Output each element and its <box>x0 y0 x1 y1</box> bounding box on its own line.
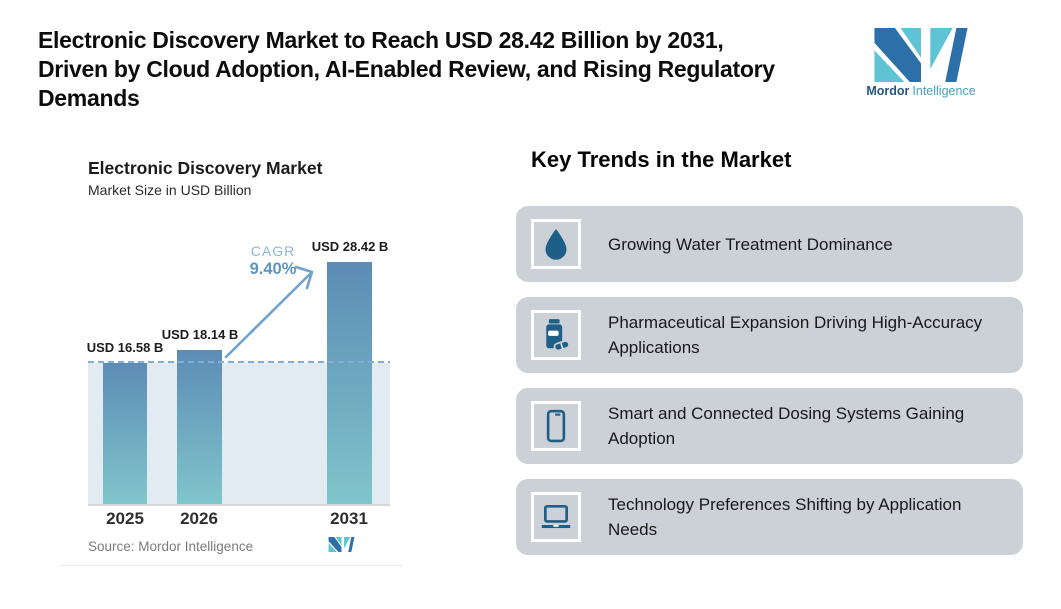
brand-logo: Mordor Intelligence <box>866 28 976 98</box>
brand-name: Mordor Intelligence <box>866 84 976 98</box>
source-note: Source: Mordor Intelligence <box>88 539 254 554</box>
trend-text: Pharmaceutical Expansion Driving High-Ac… <box>608 313 983 357</box>
bar-chart-plot <box>88 220 390 504</box>
reference-dashed-line <box>88 361 390 363</box>
trend-text: Smart and Connected Dosing Systems Gaini… <box>608 404 965 448</box>
page-title-line: Driven by Cloud Adoption, AI-Enabled Rev… <box>38 56 775 82</box>
bar-value-label: USD 18.14 B <box>161 327 239 342</box>
pill-bottle-icon <box>546 319 570 352</box>
trend-text: Growing Water Treatment Dominance <box>608 234 893 254</box>
icon-tile <box>531 219 581 269</box>
trend-list: Growing Water Treatment Dominance Pharma… <box>516 206 1023 555</box>
icon-tile <box>531 492 581 542</box>
icon-tile <box>531 401 581 451</box>
x-axis-label-2026: 2026 <box>180 509 218 528</box>
cagr-annotation: CAGR 9.40% <box>250 243 297 279</box>
brand-name-light: Intelligence <box>912 84 976 98</box>
page-title-line: Demands <box>38 85 140 111</box>
chart-title: Electronic Discovery Market <box>88 158 323 178</box>
x-axis-line <box>88 504 390 506</box>
chart-subtitle: Market Size in USD Billion <box>88 182 252 198</box>
trend-card-technology-preferences: Technology Preferences Shifting by Appli… <box>516 479 1023 555</box>
trend-card-smart-dosing: Smart and Connected Dosing Systems Gaini… <box>516 388 1023 464</box>
bar-value-label: USD 16.58 B <box>86 340 164 355</box>
trend-card-pharmaceutical: Pharmaceutical Expansion Driving High-Ac… <box>516 297 1023 373</box>
trends-heading: Key Trends in the Market <box>531 147 792 172</box>
bar-2025 <box>103 363 147 504</box>
market-chart-card: Electronic Discovery Market Market Size … <box>60 140 402 566</box>
brand-name-bold: Mordor <box>866 84 910 98</box>
laptop-icon <box>541 505 571 529</box>
mordor-logo-icon <box>874 28 968 82</box>
icon-tile <box>531 310 581 360</box>
cagr-label: CAGR <box>250 243 296 259</box>
x-axis-label-2031: 2031 <box>330 509 368 528</box>
trend-card-water-treatment: Growing Water Treatment Dominance <box>516 206 1023 282</box>
trend-text: Technology Preferences Shifting by Appli… <box>608 495 962 539</box>
mordor-logo-small-icon <box>328 537 355 552</box>
water-drop-icon <box>545 229 567 260</box>
page-title: Electronic Discovery Market to Reach USD… <box>38 26 775 113</box>
smartphone-icon <box>546 409 566 443</box>
cagr-value: 9.40% <box>249 260 297 278</box>
bar-2031 <box>327 262 372 504</box>
bar-2026 <box>177 350 222 504</box>
bar-value-label: USD 28.42 B <box>311 239 389 254</box>
x-axis-label-2025: 2025 <box>106 509 144 528</box>
page-title-line: Electronic Discovery Market to Reach USD… <box>38 27 724 53</box>
